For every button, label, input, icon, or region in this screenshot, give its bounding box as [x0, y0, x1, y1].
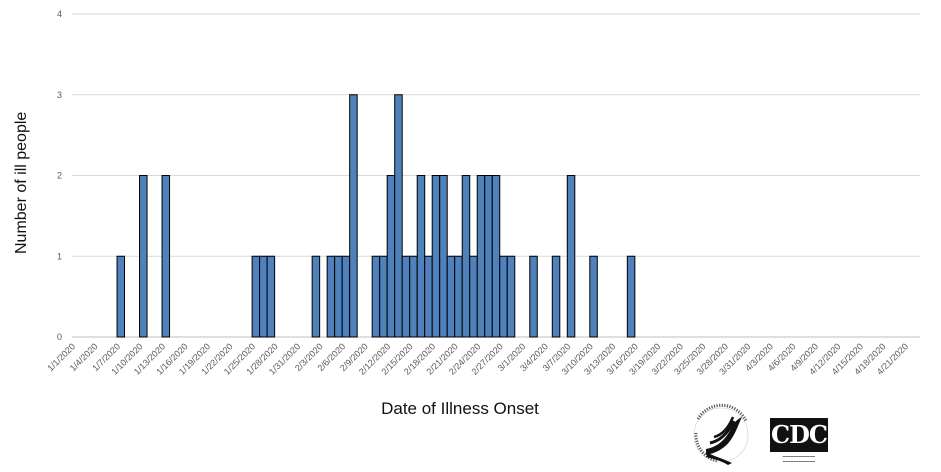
- bar: [259, 255, 268, 338]
- bar: [491, 175, 501, 338]
- bar: [386, 175, 396, 338]
- y-tick-label: 4: [57, 9, 62, 19]
- bar: [334, 255, 343, 338]
- bar: [349, 94, 358, 338]
- bar: [431, 175, 441, 338]
- bar: [341, 255, 351, 338]
- bar: [529, 255, 538, 338]
- bar: [116, 255, 126, 338]
- bar: [626, 255, 636, 338]
- bar: [469, 255, 478, 338]
- bar: [439, 175, 448, 338]
- bar: [161, 175, 171, 338]
- x-tick-labels: 1/1/20201/4/20201/7/20201/10/20201/13/20…: [45, 341, 910, 376]
- bar: [446, 255, 456, 338]
- y-tick-labels: 0 1 2 3 4: [57, 9, 62, 342]
- cdc-logo: CDC ━━━━━━━━━━━━ ━━━━━━━━━━━━: [770, 418, 832, 466]
- bar: [506, 255, 516, 338]
- bar: [476, 175, 486, 338]
- bar: [424, 255, 433, 338]
- y-axis-label: Number of ill people: [13, 111, 30, 254]
- y-tick-label: 0: [57, 332, 62, 342]
- bars: [116, 94, 636, 338]
- bar: [409, 255, 418, 338]
- bar: [371, 255, 381, 338]
- bar: [266, 255, 276, 338]
- bar: [139, 175, 148, 338]
- bar: [551, 255, 561, 338]
- bar: [379, 255, 388, 338]
- y-tick-label: 3: [57, 90, 62, 100]
- bar: [311, 255, 321, 338]
- cdc-logo-mark: CDC: [770, 418, 828, 452]
- bar: [326, 255, 336, 338]
- bar: [401, 255, 411, 338]
- cdc-logo-tagline: ━━━━━━━━━━━━ ━━━━━━━━━━━━: [782, 454, 816, 464]
- bar: [251, 255, 261, 338]
- hhs-logo: [693, 403, 749, 465]
- bar: [589, 255, 598, 338]
- bar: [461, 175, 471, 338]
- bar: [499, 255, 508, 338]
- bar: [566, 175, 576, 338]
- bar: [484, 175, 493, 338]
- bar: [454, 255, 463, 338]
- y-tick-label: 2: [57, 171, 62, 181]
- bar: [416, 175, 426, 338]
- y-tick-label: 1: [57, 251, 62, 261]
- x-axis-label: Date of Illness Onset: [381, 399, 539, 418]
- bar: [394, 94, 403, 338]
